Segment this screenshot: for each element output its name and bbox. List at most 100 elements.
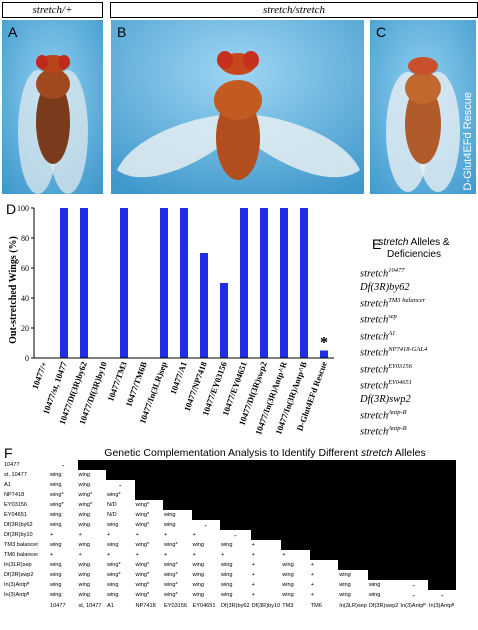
- rescue-label: D-Glut4EFd Rescue: [462, 91, 474, 190]
- allele-name: Df(3R)by62: [360, 281, 410, 293]
- photo-panel-c: C D-Glut4EFd Rescue: [370, 20, 476, 194]
- table-cell: +: [192, 552, 196, 558]
- table-cell: +: [135, 532, 139, 538]
- table-cell: wing*: [135, 512, 150, 518]
- table-row: Df(3R)by10 + + + + + + -: [2, 530, 457, 540]
- y-tick-label: 0: [25, 354, 29, 363]
- table-cell: wing*: [50, 502, 64, 508]
- blank-cell: [309, 550, 339, 560]
- complementation-table: 10477 - st, 10477 wing wing A1 wing wing - NP7418…: [2, 460, 457, 612]
- alleles-title-gene: stretch: [378, 237, 409, 248]
- table-cell: wing: [50, 472, 62, 478]
- table-cell: -: [440, 590, 444, 600]
- column-label: 10477: [50, 603, 66, 609]
- table-cell: wing: [107, 522, 119, 528]
- alleles-title-rest1: Alleles &: [410, 237, 450, 248]
- blank-cell: [427, 490, 457, 500]
- column-label: EY03156: [164, 603, 188, 609]
- complementation-title-pre: Genetic Complementation Analysis to Iden…: [104, 447, 361, 459]
- table-cell: +: [107, 532, 111, 538]
- blank-cell: [250, 520, 282, 530]
- blank-cell: [367, 470, 400, 480]
- table-cell: +: [135, 552, 139, 558]
- table-cell: wing: [78, 572, 91, 578]
- blank-cell: [367, 560, 400, 570]
- blank-cell: [220, 490, 251, 500]
- table-cell: wing: [368, 582, 381, 588]
- fly-image-a: [2, 20, 103, 194]
- table-cell: wing: [78, 562, 91, 568]
- table-cell: wing*: [135, 572, 150, 578]
- blank-cell: [399, 480, 428, 490]
- allele-item: stretchTM3 balancer: [360, 294, 427, 311]
- column-label: NP7418: [135, 603, 156, 609]
- row-label: 10477: [4, 462, 20, 468]
- table-cell: +: [50, 532, 54, 538]
- table-row: TM3 balancer wing wing wing wing* wing* wing wi…: [2, 540, 457, 550]
- blank-cell: [281, 520, 310, 530]
- blank-cell: [338, 540, 368, 550]
- table-cell: -: [61, 460, 65, 470]
- blank-cell: [220, 470, 251, 480]
- table-row: 10477 -: [2, 460, 457, 470]
- row-label: In(3)Antpᴮ: [4, 592, 30, 598]
- table-cell: +: [282, 552, 286, 558]
- table-cell: wing: [50, 482, 62, 488]
- blank-cell: [281, 460, 310, 470]
- blank-cell: [399, 530, 428, 540]
- blank-cell: [220, 460, 251, 470]
- table-row: TM6 balancer + + + + + + + + +: [2, 550, 457, 560]
- allele-item: stretchNP7418-GAL4: [360, 343, 427, 360]
- panel-label-d: D: [6, 201, 16, 217]
- complementation-title-post: Alleles: [392, 447, 426, 459]
- y-tick-label: 100: [17, 204, 29, 213]
- column-label: Df(3R)by10: [251, 603, 281, 609]
- significance-asterisk: *: [320, 335, 328, 352]
- row-label: A1: [4, 482, 11, 488]
- row-label: st, 10477: [4, 472, 28, 478]
- blank-cell: [250, 470, 282, 480]
- allele-name: stretch: [360, 268, 389, 280]
- table-cell: wing*: [164, 542, 178, 548]
- table-cell: -: [233, 530, 237, 540]
- table-cell: wing*: [164, 582, 178, 588]
- blank-cell: [338, 530, 368, 540]
- blank-cell: [250, 460, 282, 470]
- blank-cell: [220, 500, 251, 510]
- table-cell: wing: [339, 582, 351, 588]
- blank-cell: [338, 550, 368, 560]
- bar: [300, 208, 308, 358]
- row-label: NP7418: [4, 492, 25, 498]
- table-cell: wing: [50, 542, 62, 548]
- allele-superscript: sep: [388, 313, 397, 320]
- table-cell: -: [204, 520, 208, 530]
- table-cell: +: [192, 532, 196, 538]
- x-tick-label: 10477/+: [30, 360, 49, 390]
- table-cell: +: [221, 552, 225, 558]
- blank-cell: [309, 510, 339, 520]
- table-cell: +: [164, 552, 168, 558]
- allele-superscript: Antp-B: [388, 425, 407, 432]
- allele-name: stretch: [360, 298, 389, 309]
- blank-cell: [427, 500, 457, 510]
- table-cell: wing: [78, 542, 91, 548]
- fly-image-c: [370, 20, 476, 194]
- table-cell: wing: [107, 542, 119, 548]
- table-cell: wing*: [164, 562, 178, 568]
- panel-label-f: F: [4, 445, 13, 461]
- blank-cell: [309, 490, 339, 500]
- table-cell: -: [412, 590, 415, 600]
- table-cell: +: [78, 532, 82, 538]
- table-cell: +: [164, 532, 168, 538]
- blank-cell: [220, 510, 251, 520]
- table-cell: wing*: [164, 572, 178, 578]
- table-cell: wing: [107, 592, 119, 598]
- table-cell: wing: [282, 582, 294, 588]
- blank-cell: [338, 510, 368, 520]
- y-axis-label: Out-stretched Wings (%): [8, 236, 19, 344]
- blank-cell: [338, 470, 368, 480]
- allele-name: stretch: [360, 426, 389, 438]
- blank-cell: [399, 470, 428, 480]
- blank-cell: [427, 570, 457, 580]
- blank-cell: [427, 560, 457, 570]
